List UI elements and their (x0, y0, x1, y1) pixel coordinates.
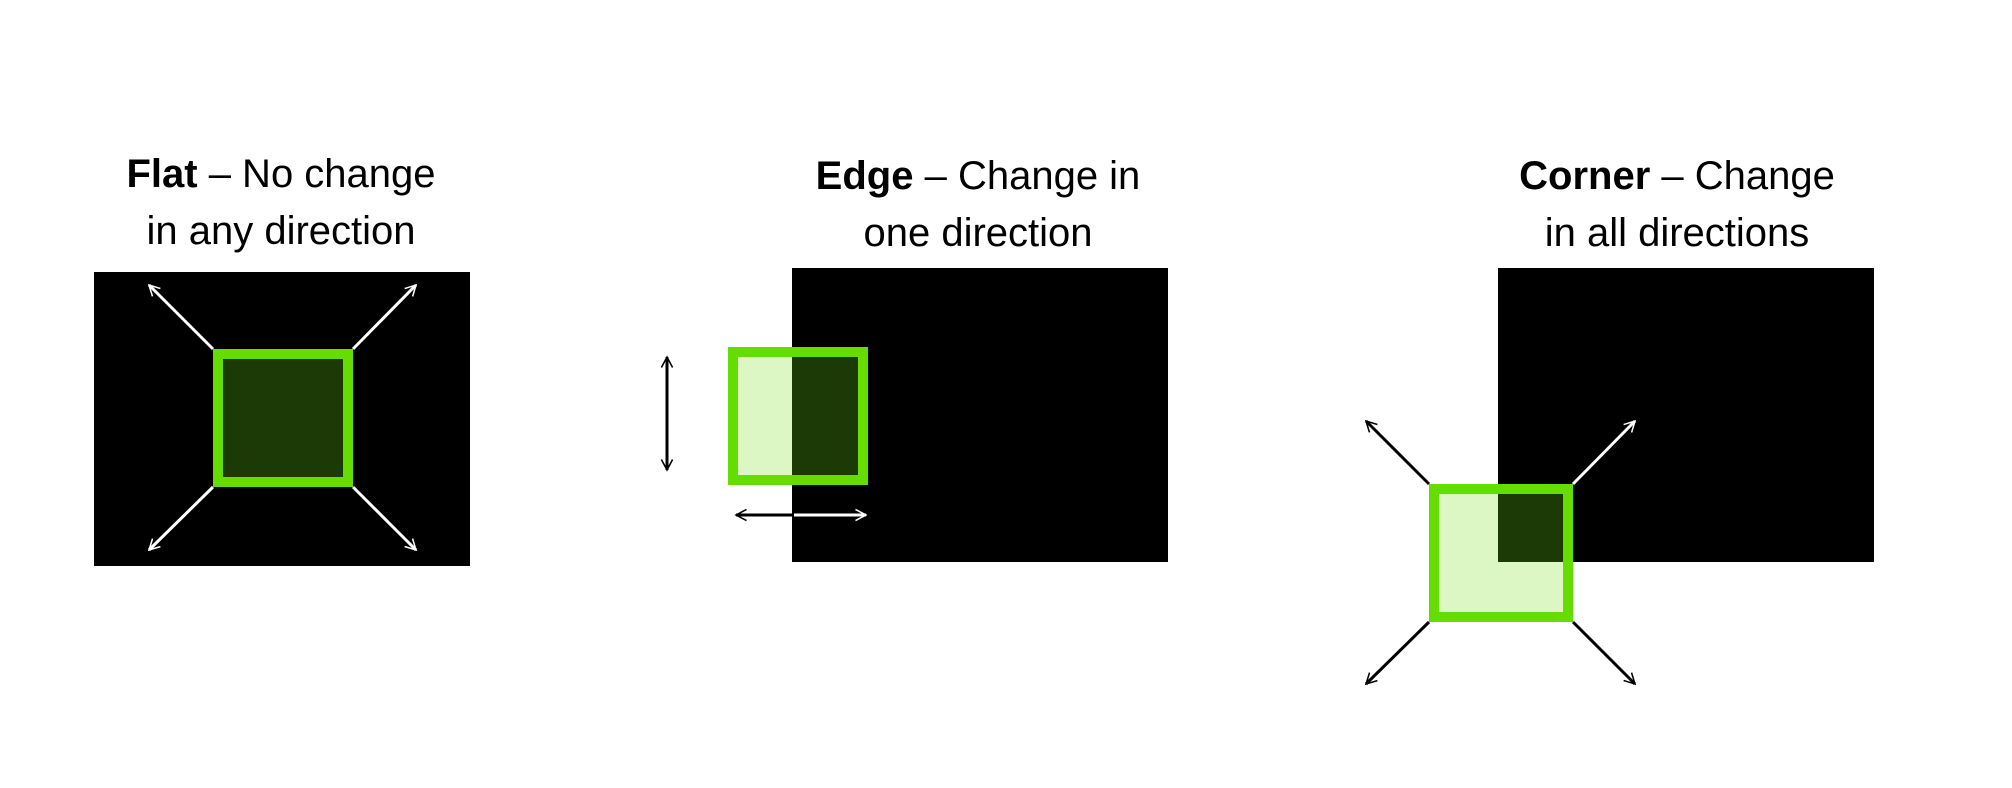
corner-window-light-part-left (1434, 489, 1498, 562)
edge-window (728, 347, 868, 485)
caption-flat-rest: – No change (197, 152, 436, 196)
flat-arrow-up-left-icon (147, 283, 215, 351)
edge-panel (660, 268, 1168, 562)
corner-arrow-down-right-icon (1571, 620, 1637, 686)
caption-corner-line1: Corner – Change (1417, 148, 1937, 205)
caption-corner-line2: in all directions (1544, 211, 1810, 255)
flat-arrow-up-right-icon (351, 283, 418, 351)
caption-edge-rest: – Change in (913, 154, 1141, 198)
edge-window-light-part (733, 352, 792, 480)
flat-arrow-down-right-icon (351, 485, 418, 552)
corner-arrow-up-left-icon (1364, 419, 1431, 486)
caption-edge-line1: Edge – Change in (718, 148, 1238, 205)
corner-window (1429, 484, 1573, 622)
edge-window-dark-part (792, 352, 863, 480)
flat-arrow-down-left-icon (147, 485, 215, 552)
caption-edge-line2: one direction (863, 211, 1093, 255)
caption-flat-bold: Flat (126, 152, 198, 196)
caption-corner: Corner – Change in all directions (1417, 148, 1937, 262)
caption-flat-line1: Flat – No change (21, 146, 541, 203)
caption-corner-bold: Corner (1519, 154, 1651, 198)
caption-edge-bold: Edge (815, 154, 914, 198)
corner-window-dark-part (1498, 489, 1568, 562)
corner-arrow-up-right-icon (1571, 419, 1637, 486)
caption-flat: Flat – No change in any direction (21, 146, 541, 260)
caption-edge: Edge – Change in one direction (718, 148, 1238, 262)
corner-arrow-down-left-icon (1364, 620, 1431, 686)
flat-window (213, 349, 353, 487)
corner-panel (1364, 268, 1874, 686)
caption-corner-rest: – Change (1650, 154, 1835, 198)
flat-panel (94, 272, 470, 566)
caption-flat-line2: in any direction (146, 209, 416, 253)
